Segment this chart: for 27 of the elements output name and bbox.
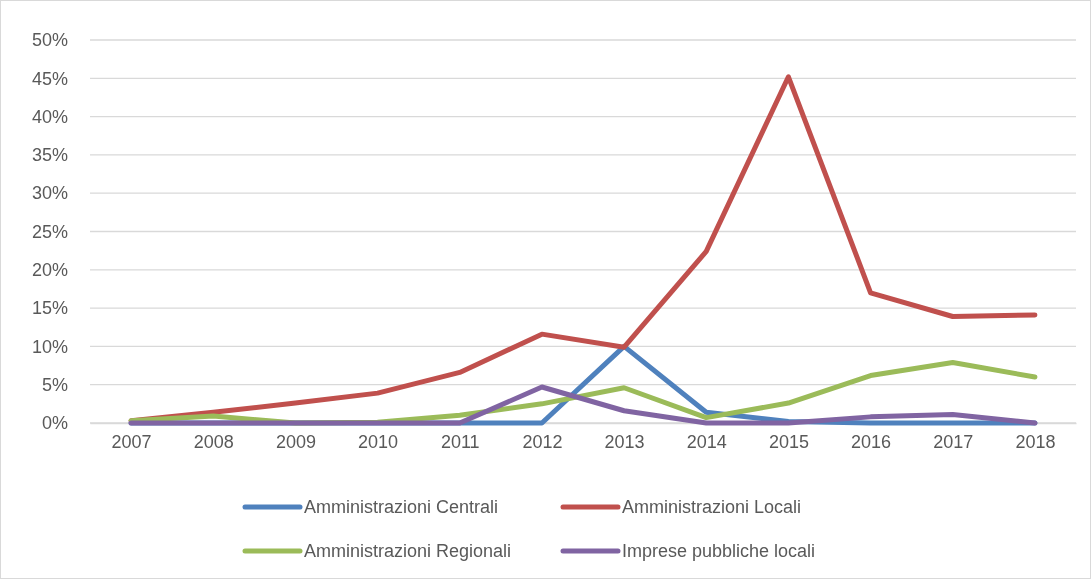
legend-label: Amministrazioni Regionali: [304, 541, 512, 561]
x-tick-label: 2015: [768, 431, 809, 452]
x-tick-label: 2012: [522, 431, 563, 452]
y-tick-label: 0%: [41, 413, 68, 434]
x-tick-label: 2011: [440, 431, 480, 452]
y-tick-label: 45%: [31, 68, 68, 89]
y-tick-label: 40%: [31, 106, 68, 127]
x-tick-label: 2008: [193, 431, 234, 452]
y-tick-label: 20%: [31, 260, 68, 281]
y-tick-label: 35%: [31, 145, 68, 166]
y-tick-label: 15%: [31, 298, 68, 319]
y-tick-label: 25%: [31, 221, 68, 242]
x-tick-label: 2014: [686, 431, 727, 452]
x-tick-label: 2010: [358, 431, 399, 452]
x-tick-label: 2016: [851, 431, 892, 452]
x-tick-label: 2013: [604, 431, 645, 452]
x-tick-label: 2009: [275, 431, 316, 452]
x-tick-label: 2007: [111, 431, 152, 452]
x-tick-label: 2017: [933, 431, 974, 452]
x-tick-label: 2018: [1015, 431, 1056, 452]
y-tick-label: 10%: [31, 336, 68, 357]
y-tick-label: 50%: [31, 30, 68, 51]
y-tick-label: 5%: [41, 374, 68, 395]
y-tick-label: 30%: [31, 183, 68, 204]
legend-label: Imprese pubbliche locali: [622, 541, 816, 561]
legend-label: Amministrazioni Locali: [622, 497, 802, 517]
legend-label: Amministrazioni Centrali: [304, 497, 499, 517]
